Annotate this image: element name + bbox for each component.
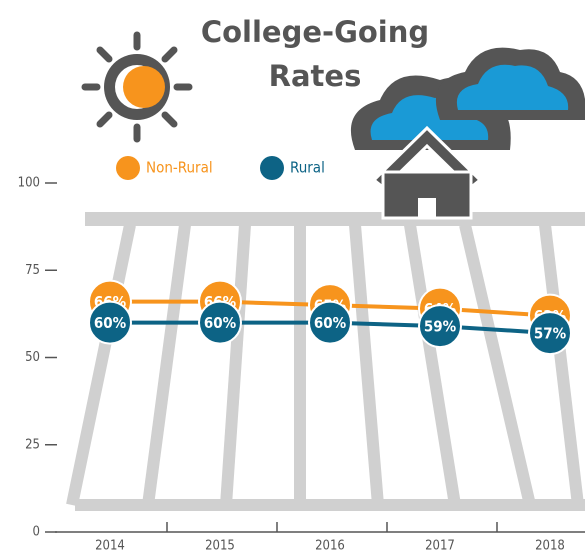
legend-marker <box>116 156 140 180</box>
data-label: 60% <box>314 314 347 332</box>
chart-title: College-Going Rates <box>200 15 430 93</box>
legend-label: Non-Rural <box>146 159 213 177</box>
house-icon <box>371 125 483 220</box>
data-label: 59% <box>424 318 457 336</box>
data-label: 60% <box>94 314 127 332</box>
legend-label: Rural <box>290 159 325 177</box>
x-tick-label: 2017 <box>425 539 455 554</box>
x-tick-label: 2016 <box>315 539 345 554</box>
x-tick-label: 2015 <box>205 539 235 554</box>
y-tick-label: 100 <box>18 176 40 191</box>
y-tick-label: 25 <box>25 437 40 452</box>
legend-marker <box>260 156 284 180</box>
data-point <box>88 300 132 345</box>
data-label: 57% <box>534 325 567 343</box>
y-tick-label: 75 <box>25 263 40 278</box>
x-tick-label: 2014 <box>95 539 125 554</box>
clouds-icon <box>350 47 585 150</box>
data-label: 60% <box>204 314 237 332</box>
x-tick-label: 2018 <box>535 539 565 554</box>
data-point <box>528 311 572 356</box>
sun-icon <box>81 31 193 143</box>
y-tick-label: 50 <box>25 350 40 365</box>
data-point <box>418 304 462 349</box>
y-tick-label: 0 <box>33 525 40 540</box>
data-point <box>308 300 352 345</box>
x-axis-ticks <box>166 522 498 532</box>
data-point <box>198 300 242 345</box>
field <box>66 212 585 511</box>
